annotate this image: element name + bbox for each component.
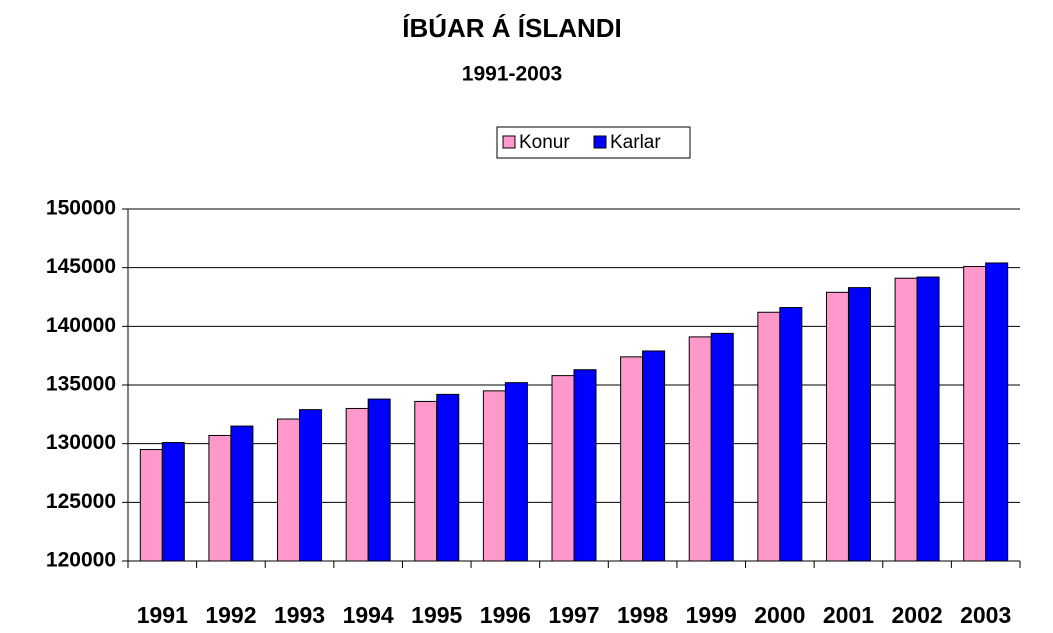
bar xyxy=(847,287,871,562)
y-tick-label: 140000 xyxy=(46,314,116,337)
x-tick-label: 1996 xyxy=(480,602,531,628)
bar xyxy=(230,425,254,562)
bar xyxy=(779,307,803,562)
bar xyxy=(985,262,1009,562)
x-tick-label: 1991 xyxy=(137,602,188,628)
bar xyxy=(414,400,438,562)
x-tick-label: 1998 xyxy=(617,602,668,628)
bar xyxy=(345,407,369,562)
bar xyxy=(710,332,734,562)
x-tick-label: 2003 xyxy=(960,602,1011,628)
bar xyxy=(688,336,712,562)
bar xyxy=(551,375,575,562)
chart-title: ÍBÚAR Á ÍSLANDI xyxy=(402,13,622,43)
x-tick-label: 1992 xyxy=(205,602,256,628)
x-tick-label: 2000 xyxy=(754,602,805,628)
bar xyxy=(573,369,597,562)
bar xyxy=(963,265,987,562)
legend-label: Karlar xyxy=(610,132,661,153)
bar xyxy=(504,382,528,562)
bar xyxy=(277,418,301,562)
bar xyxy=(299,409,323,562)
bar xyxy=(825,291,849,562)
x-tick-label: 1997 xyxy=(548,602,599,628)
bar xyxy=(916,276,940,562)
x-tick-label: 2002 xyxy=(891,602,942,628)
bar xyxy=(620,356,644,562)
bar xyxy=(436,393,460,562)
bar xyxy=(757,311,781,562)
y-tick-label: 125000 xyxy=(46,490,116,513)
bar xyxy=(642,350,666,562)
x-tick-label: 1993 xyxy=(274,602,325,628)
y-tick-label: 145000 xyxy=(46,255,116,278)
legend-swatch xyxy=(593,135,607,149)
x-tick-label: 1999 xyxy=(686,602,737,628)
legend-swatch xyxy=(502,135,516,149)
y-tick-label: 130000 xyxy=(46,431,116,454)
bar xyxy=(208,434,232,562)
bar xyxy=(161,441,185,562)
bar xyxy=(367,398,391,562)
y-tick-label: 150000 xyxy=(46,197,116,220)
bar xyxy=(139,449,163,562)
chart-subtitle: 1991-2003 xyxy=(462,63,562,86)
y-tick-label: 135000 xyxy=(46,373,116,396)
bar xyxy=(482,390,506,562)
x-tick-label: 2001 xyxy=(823,602,874,628)
y-tick-label: 120000 xyxy=(46,549,116,572)
x-tick-label: 1994 xyxy=(343,602,394,628)
legend-label: Konur xyxy=(519,132,570,153)
x-tick-label: 1995 xyxy=(411,602,462,628)
bar xyxy=(894,277,918,562)
